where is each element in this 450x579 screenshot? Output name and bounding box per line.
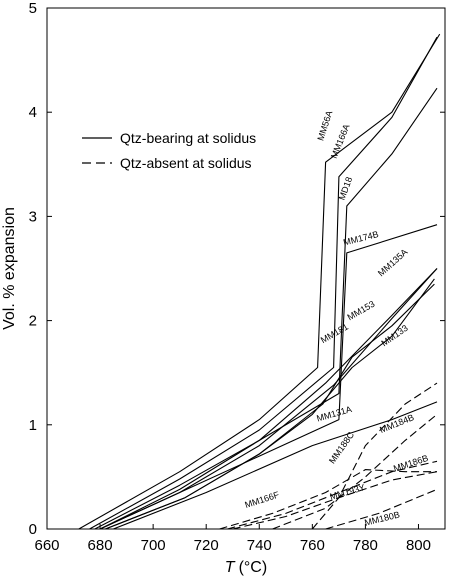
- series-line-mm180b: [325, 488, 438, 530]
- curve-label-mm133: MM133: [379, 323, 409, 348]
- y-axis-title: Vol. % expansion: [1, 207, 18, 330]
- series-line-mm193y: [232, 471, 438, 530]
- y-tick-label: 1: [29, 417, 37, 434]
- series-line-mm188c: [311, 382, 438, 530]
- x-axis-title: T (°C): [225, 559, 267, 576]
- curve-label-mm188c: MM188C: [327, 429, 356, 465]
- series-line-mm131a: [113, 401, 438, 530]
- x-tick-label: 760: [300, 537, 325, 554]
- y-tick-label: 4: [29, 104, 37, 121]
- x-tick-label: 720: [194, 537, 219, 554]
- curve-label-mm193y: MM193Y: [329, 482, 366, 502]
- x-tick-label: 680: [88, 537, 113, 554]
- series-line-mm184b: [272, 413, 438, 530]
- legend-dashed-label: Qtz-absent at solidus: [120, 155, 252, 171]
- y-tick-label: 0: [29, 521, 37, 538]
- x-axis-variable: T: [225, 559, 236, 576]
- x-axis-unit: (°C): [239, 559, 268, 576]
- plot-frame: [46, 7, 446, 530]
- curve-label-mm153: MM153: [345, 299, 376, 323]
- y-tick-label: 5: [29, 0, 37, 17]
- x-tick-label: 800: [406, 537, 431, 554]
- x-tick-label: 780: [353, 537, 378, 554]
- curve-label-mm184b: MM184B: [378, 412, 415, 435]
- series-line-mm56a: [78, 33, 441, 530]
- y-tick-label: 3: [29, 208, 37, 225]
- curve-label-mm135a: MM135A: [376, 247, 409, 279]
- series-line-mm166a: [89, 36, 438, 530]
- series-line-mm135a: [99, 268, 438, 530]
- curve-label-mm180b: MM180B: [363, 509, 400, 527]
- y-tick-label: 2: [29, 313, 37, 330]
- legend: Qtz-bearing at solidus Qtz-absent at sol…: [82, 130, 256, 171]
- curve-label-mm131a: MM131A: [315, 404, 352, 424]
- series-line-mm186b: [227, 460, 438, 530]
- curve-label-mm166a: MM166A: [329, 123, 352, 160]
- series-line-md18: [94, 87, 438, 530]
- plot-lines: [78, 33, 441, 530]
- x-tick-label: 740: [247, 537, 272, 554]
- legend-solid-label: Qtz-bearing at solidus: [120, 130, 256, 146]
- axis-ticks: 660 680 700 720 740 760 780 800 0 1 2 3 4 5: [29, 0, 445, 554]
- x-tick-label: 700: [141, 537, 166, 554]
- curve-label-mm186b: MM186B: [392, 453, 429, 474]
- series-line-mm153: [99, 268, 438, 530]
- series-line-mm133: [105, 278, 435, 530]
- curve-label-mm166f: MM166F: [244, 489, 281, 510]
- curve-label-mm56a: MM56A: [315, 109, 334, 142]
- x-tick-label: 660: [34, 537, 59, 554]
- series-line-mm166f: [219, 469, 437, 530]
